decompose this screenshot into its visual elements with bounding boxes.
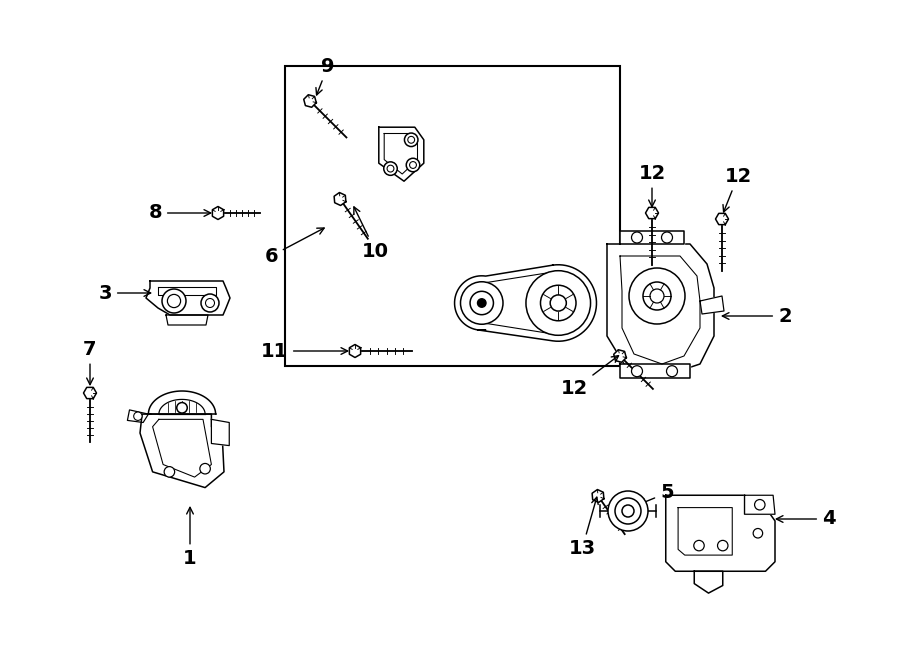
Circle shape: [470, 292, 493, 315]
Text: 8: 8: [148, 204, 211, 223]
Polygon shape: [666, 495, 775, 571]
Circle shape: [408, 136, 415, 143]
Polygon shape: [379, 127, 424, 181]
Circle shape: [667, 366, 678, 377]
Circle shape: [164, 467, 175, 477]
Circle shape: [201, 294, 219, 312]
Polygon shape: [645, 208, 659, 219]
Circle shape: [622, 505, 634, 517]
Text: 4: 4: [777, 510, 835, 529]
Polygon shape: [166, 315, 208, 325]
Text: 10: 10: [354, 207, 389, 260]
Text: 13: 13: [569, 497, 598, 559]
Polygon shape: [700, 296, 724, 314]
Polygon shape: [128, 410, 148, 422]
Circle shape: [632, 366, 643, 377]
Polygon shape: [334, 192, 346, 206]
Polygon shape: [744, 495, 775, 514]
Polygon shape: [592, 490, 604, 502]
Polygon shape: [454, 265, 597, 341]
Circle shape: [694, 541, 704, 551]
Polygon shape: [716, 214, 728, 225]
Polygon shape: [212, 419, 230, 446]
Polygon shape: [620, 231, 684, 244]
Circle shape: [406, 158, 419, 172]
Circle shape: [478, 299, 486, 307]
Text: 9: 9: [316, 56, 335, 95]
Polygon shape: [303, 95, 316, 107]
Polygon shape: [349, 344, 361, 358]
Text: 6: 6: [265, 228, 324, 266]
Circle shape: [754, 500, 765, 510]
Circle shape: [200, 463, 211, 474]
Circle shape: [717, 541, 728, 551]
Circle shape: [410, 161, 417, 169]
Circle shape: [662, 232, 672, 243]
Text: 12: 12: [638, 163, 666, 207]
Polygon shape: [620, 364, 690, 378]
Text: 12: 12: [561, 356, 618, 399]
Polygon shape: [212, 206, 223, 219]
Circle shape: [608, 491, 648, 531]
Text: 3: 3: [98, 284, 150, 303]
Text: 1: 1: [184, 508, 197, 568]
Text: 5: 5: [639, 483, 673, 505]
Text: 7: 7: [83, 340, 97, 385]
Circle shape: [753, 529, 762, 538]
Text: 12: 12: [723, 167, 752, 212]
Circle shape: [526, 271, 590, 335]
Polygon shape: [140, 414, 224, 488]
Circle shape: [643, 282, 671, 310]
Bar: [285, 66, 620, 366]
Circle shape: [650, 289, 664, 303]
Circle shape: [404, 133, 418, 147]
Polygon shape: [146, 281, 230, 315]
Circle shape: [383, 162, 397, 175]
Circle shape: [134, 412, 142, 420]
Circle shape: [176, 403, 187, 413]
Circle shape: [629, 268, 685, 324]
Polygon shape: [607, 244, 714, 376]
Text: 11: 11: [261, 342, 347, 360]
Circle shape: [632, 232, 643, 243]
Circle shape: [387, 165, 394, 172]
Polygon shape: [84, 387, 96, 399]
Circle shape: [550, 295, 566, 311]
Circle shape: [541, 286, 576, 321]
Polygon shape: [614, 350, 626, 362]
Circle shape: [461, 282, 503, 325]
Circle shape: [205, 299, 214, 307]
Circle shape: [615, 498, 641, 524]
Circle shape: [167, 294, 181, 307]
Polygon shape: [694, 571, 723, 593]
Text: 2: 2: [723, 307, 792, 325]
Circle shape: [162, 289, 186, 313]
